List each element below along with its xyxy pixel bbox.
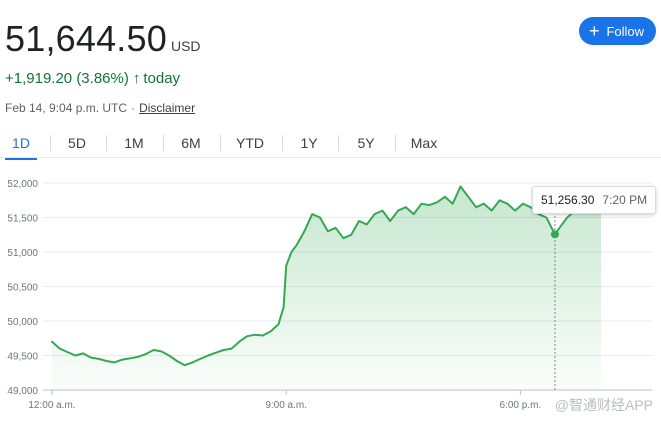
separator: · bbox=[131, 101, 136, 115]
price-line bbox=[51, 185, 602, 367]
arrow-up-icon: ↑ bbox=[132, 70, 141, 87]
tooltip-time: 7:20 PM bbox=[602, 193, 648, 207]
tab-ytd[interactable]: YTD bbox=[236, 135, 264, 151]
tab-divider bbox=[106, 135, 107, 151]
disclaimer-link[interactable]: Disclaimer bbox=[139, 101, 196, 115]
x-tick-label: 6:00 p.m. bbox=[499, 400, 541, 411]
price-change-row: +1,919.20 (3.86%) ↑ today bbox=[5, 70, 180, 87]
follow-button[interactable]: + Follow bbox=[579, 17, 656, 45]
tab-divider bbox=[282, 135, 283, 151]
y-tick-label: 50,500 bbox=[7, 283, 38, 294]
y-tick-label: 51,000 bbox=[7, 248, 38, 259]
tab-divider bbox=[220, 135, 221, 151]
tab-divider bbox=[50, 135, 51, 151]
x-tick-label: 9:00 a.m. bbox=[265, 400, 307, 411]
tab-5y[interactable]: 5Y bbox=[357, 135, 375, 151]
follow-label: Follow bbox=[606, 23, 645, 39]
tab-1m[interactable]: 1M bbox=[124, 135, 144, 151]
x-tick-label: 12:00 a.m. bbox=[28, 400, 75, 411]
current-price: 51,644.50 bbox=[5, 18, 167, 59]
tab-1y[interactable]: 1Y bbox=[300, 135, 318, 151]
plus-icon: + bbox=[588, 21, 600, 41]
tab-divider bbox=[338, 135, 339, 151]
hover-tooltip: 51,256.30 7:20 PM bbox=[532, 186, 657, 214]
change-period: today bbox=[143, 70, 181, 87]
timestamp: Feb 14, 9:04 p.m. UTC bbox=[5, 101, 128, 115]
tooltip-value: 51,256.30 bbox=[541, 193, 595, 207]
y-tick-label: 51,500 bbox=[7, 214, 38, 225]
tabs-underline bbox=[0, 157, 661, 158]
y-tick-label: 49,000 bbox=[7, 386, 38, 397]
tab-divider bbox=[163, 135, 164, 151]
tab-5d[interactable]: 5D bbox=[68, 135, 86, 151]
price-change: +1,919.20 (3.86%) bbox=[5, 70, 129, 87]
y-tick-label: 49,500 bbox=[7, 352, 38, 363]
watermark: @智通财经APP bbox=[554, 397, 653, 413]
tab-divider bbox=[395, 135, 396, 151]
tab-1d[interactable]: 1D bbox=[5, 128, 37, 160]
y-tick-label: 52,000 bbox=[7, 179, 38, 190]
price-area-fill bbox=[52, 186, 601, 390]
tab-6m[interactable]: 6M bbox=[181, 135, 201, 151]
range-tabs: 1D 5D 1M 6M YTD 1Y 5Y Max bbox=[0, 128, 661, 160]
y-tick-label: 50,000 bbox=[7, 317, 38, 328]
hover-point bbox=[550, 230, 559, 239]
price-row: 51,644.50 USD bbox=[5, 18, 201, 60]
timestamp-row: Feb 14, 9:04 p.m. UTC · Disclaimer bbox=[5, 101, 195, 115]
tab-max[interactable]: Max bbox=[410, 135, 438, 151]
currency-label: USD bbox=[170, 38, 201, 54]
